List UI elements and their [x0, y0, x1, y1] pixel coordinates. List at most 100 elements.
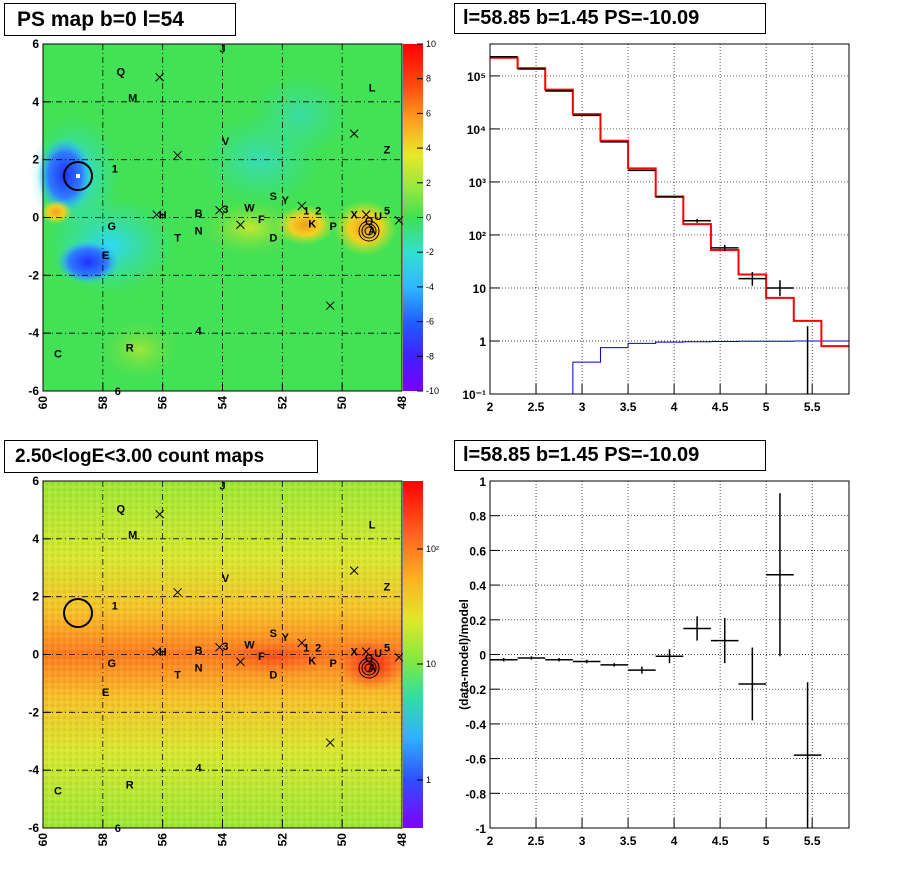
- colorbar-label: -2: [426, 247, 434, 257]
- source-cross-marker: [215, 205, 224, 215]
- source-label: V: [222, 136, 230, 148]
- map-xtick-label: 58: [96, 833, 110, 847]
- source-label: F: [258, 214, 265, 226]
- colorbar-label: 6: [426, 108, 431, 118]
- map-xtick-label: 52: [275, 833, 289, 847]
- count-map-title: 2.50<logE<3.00 count maps: [4, 440, 318, 473]
- residual-ytick-label: 0.2: [469, 614, 486, 628]
- source-label: M: [128, 92, 137, 104]
- source-label: S: [270, 628, 277, 640]
- residual-title: l=58.85 b=1.45 PS=-10.09: [454, 440, 766, 471]
- count-map-panel: 2.50<logE<3.00 count maps: [0, 437, 449, 875]
- colorbar-label: -4: [426, 282, 434, 292]
- spectrum-ytick-label: 1: [479, 335, 486, 349]
- residual-ytick-label: 1: [479, 475, 486, 489]
- source-label: E: [102, 250, 109, 262]
- count-map-grid: [43, 481, 402, 828]
- map-ytick-label: 6: [32, 474, 39, 488]
- map-xtick-label: 60: [36, 396, 50, 410]
- spectrum-ytick-label: 10: [473, 282, 487, 296]
- ps-map-panel: PS map b=0 l=54: [0, 0, 449, 437]
- map-ytick-label: -2: [28, 705, 39, 719]
- source-label: F: [258, 651, 265, 663]
- residual-svg: 2 2.5 3 3.5 4 4.5 5 5.5 1 0.8 0.6 0.4 0.2 0 -0.2 -0.4 -0…: [457, 475, 850, 848]
- map-xtick-label: 60: [36, 833, 50, 847]
- residual-ytick-label: 0.8: [469, 510, 486, 524]
- colorbar-label: 10: [426, 39, 436, 49]
- source-label: 1: [303, 642, 309, 654]
- source-cross-marker: [361, 647, 371, 656]
- map-ytick-label: 2: [32, 153, 39, 167]
- residual-xtick-label: 2.5: [528, 834, 545, 848]
- source-label: K: [308, 218, 316, 230]
- spectrum-ytick-label: 10⁻¹: [462, 388, 486, 402]
- spectrum-plot: 2 2.5 3 3.5 4 4.5 5 5.5 10⁻¹ 1 10 10² 10³ 10⁴ 10⁵: [462, 43, 850, 414]
- residual-xtick-label: 3.5: [620, 834, 637, 848]
- source-label: W: [244, 639, 255, 651]
- source-label: B: [195, 645, 203, 657]
- spectrum-svg: 2 2.5 3 3.5 4 4.5 5 5.5 10⁻¹ 1 10 10² 10³ 10⁴ 10⁵: [462, 43, 850, 414]
- source-label: A: [368, 226, 376, 238]
- source-cross-marker: [325, 301, 335, 311]
- source-label: D: [269, 233, 277, 245]
- map-xtick-label: 56: [156, 396, 170, 410]
- ps-colorbar-labels: 10 8 6 4 2 0 -2 -4 -6 -8 -10: [417, 39, 439, 396]
- source-label: B: [195, 208, 203, 220]
- residual-ytick-label: -0.4: [465, 718, 486, 732]
- source-cross-marker: [173, 150, 182, 160]
- source-label: Y: [282, 632, 290, 644]
- source-label: 5: [384, 205, 390, 217]
- source-label: 3: [222, 641, 228, 653]
- map-xtick-label: 56: [156, 833, 170, 847]
- source-label: 6: [115, 823, 121, 835]
- source-label: Q: [117, 66, 126, 78]
- colorbar-label: 10²: [426, 544, 439, 554]
- source-label: L: [369, 82, 376, 94]
- map-ytick-label: 0: [32, 648, 39, 662]
- map-ytick-label: 6: [32, 37, 39, 51]
- spectrum-background-histogram: [490, 340, 849, 395]
- source-label: P: [330, 221, 337, 233]
- source-cross-marker: [361, 210, 371, 219]
- colorbar-label: -8: [426, 351, 434, 361]
- count-colorbar-labels: 10² 10 1: [417, 544, 439, 785]
- source-label: 5: [384, 642, 390, 654]
- colorbar-label: 2: [426, 178, 431, 188]
- residual-ytick-label: -0.8: [465, 787, 486, 801]
- spectrum-xtick-label: 2: [487, 400, 494, 414]
- source-label: 2: [315, 205, 321, 217]
- source-label: G: [108, 221, 117, 233]
- source-label: H: [159, 647, 167, 659]
- map-xtick-label: 52: [275, 396, 289, 410]
- source-cross-marker: [349, 129, 359, 138]
- residual-frame: [489, 480, 850, 829]
- source-label: D: [269, 670, 277, 682]
- source-label: A: [368, 663, 376, 675]
- count-colorbar: [403, 481, 423, 828]
- map-xtick-label: 58: [96, 396, 110, 410]
- source-cross-marker: [325, 738, 335, 748]
- source-label: W: [244, 202, 255, 214]
- spectrum-xtick-label: 2.5: [528, 400, 545, 414]
- source-cross-marker: [155, 72, 165, 82]
- spectrum-ytick-label: 10³: [469, 176, 486, 190]
- spectrum-xtick-label: 3.5: [620, 400, 637, 414]
- source-label: Q: [117, 503, 126, 515]
- spectrum-xtick-label: 4: [671, 400, 678, 414]
- source-label: S: [270, 191, 277, 203]
- residual-xtick-label: 4: [671, 834, 678, 848]
- source-label: T: [174, 670, 181, 682]
- residual-xtick-label: 3: [579, 834, 586, 848]
- colorbar-label: 0: [426, 213, 431, 223]
- map-xtick-label: 50: [335, 396, 349, 410]
- source-label: N: [195, 226, 203, 238]
- map-xtick-label: 54: [216, 396, 230, 410]
- map-xtick-label: 48: [395, 833, 409, 847]
- source-cross-marker: [152, 647, 162, 656]
- source-label: J: [219, 43, 225, 55]
- source-label: C: [54, 348, 62, 360]
- source-label: N: [195, 663, 203, 675]
- source-label: L: [369, 519, 376, 531]
